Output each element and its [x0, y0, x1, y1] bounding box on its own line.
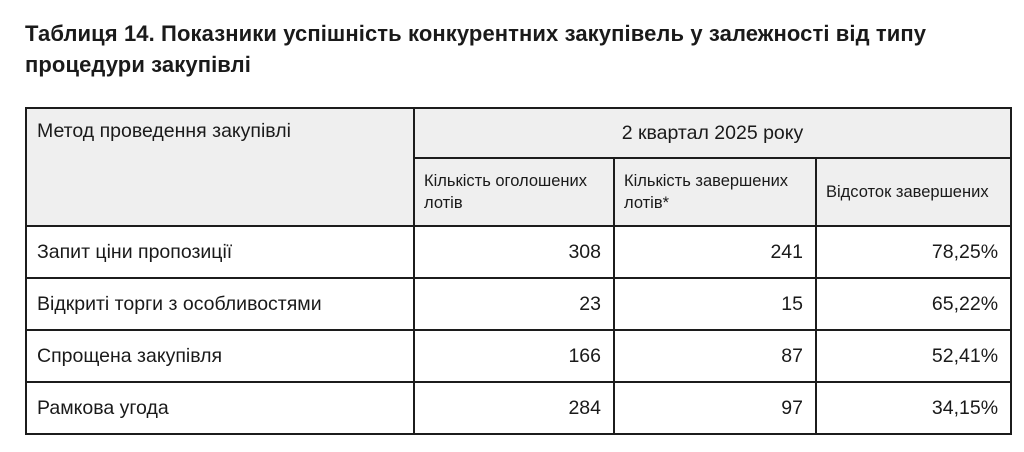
method-cell: Відкриті торги з особливостями — [25, 277, 415, 331]
percent-cell: 34,15% — [814, 381, 1013, 435]
col-header-percent-completed: Відсоток завершених — [814, 157, 1013, 227]
col-header-completed-lots: Кількість завершених лотів* — [613, 157, 817, 227]
table-row: Запит ціни пропозиції 308 241 78,25% — [25, 225, 1013, 279]
table-row: Рамкова угода 284 97 34,15% — [25, 381, 1013, 435]
percent-cell: 52,41% — [814, 329, 1013, 383]
method-cell: Запит ціни пропозиції — [25, 225, 415, 279]
percent-cell: 65,22% — [814, 277, 1013, 331]
col-header-method: Метод проведення закупівлі — [25, 107, 415, 227]
completed-cell: 87 — [613, 329, 817, 383]
header-row-period: Метод проведення закупівлі 2 квартал 202… — [25, 107, 1013, 227]
col-header-announced-lots: Кількість оголошених лотів — [413, 157, 615, 227]
announced-cell: 166 — [413, 329, 615, 383]
report-page: Таблиця 14. Показники успішність конкуре… — [25, 21, 1013, 435]
procurement-success-table: Метод проведення закупівлі 2 квартал 202… — [25, 107, 1013, 435]
col-header-period: 2 квартал 2025 року — [412, 107, 1013, 159]
announced-cell: 308 — [413, 225, 615, 279]
method-cell: Спрощена закупівля — [25, 329, 415, 383]
method-cell: Рамкова угода — [25, 381, 415, 435]
table-caption: Таблиця 14. Показники успішність конкуре… — [25, 21, 927, 77]
table-row: Відкриті торги з особливостями 23 15 65,… — [25, 277, 1013, 331]
completed-cell: 241 — [613, 225, 817, 279]
announced-cell: 23 — [413, 277, 615, 331]
table-row: Спрощена закупівля 166 87 52,41% — [25, 329, 1013, 383]
header-row-metrics: Кількість оголошених лотів Кількість зав… — [26, 157, 1013, 227]
announced-cell: 284 — [413, 381, 615, 435]
completed-cell: 15 — [613, 277, 817, 331]
completed-cell: 97 — [613, 381, 817, 435]
percent-cell: 78,25% — [814, 225, 1013, 279]
